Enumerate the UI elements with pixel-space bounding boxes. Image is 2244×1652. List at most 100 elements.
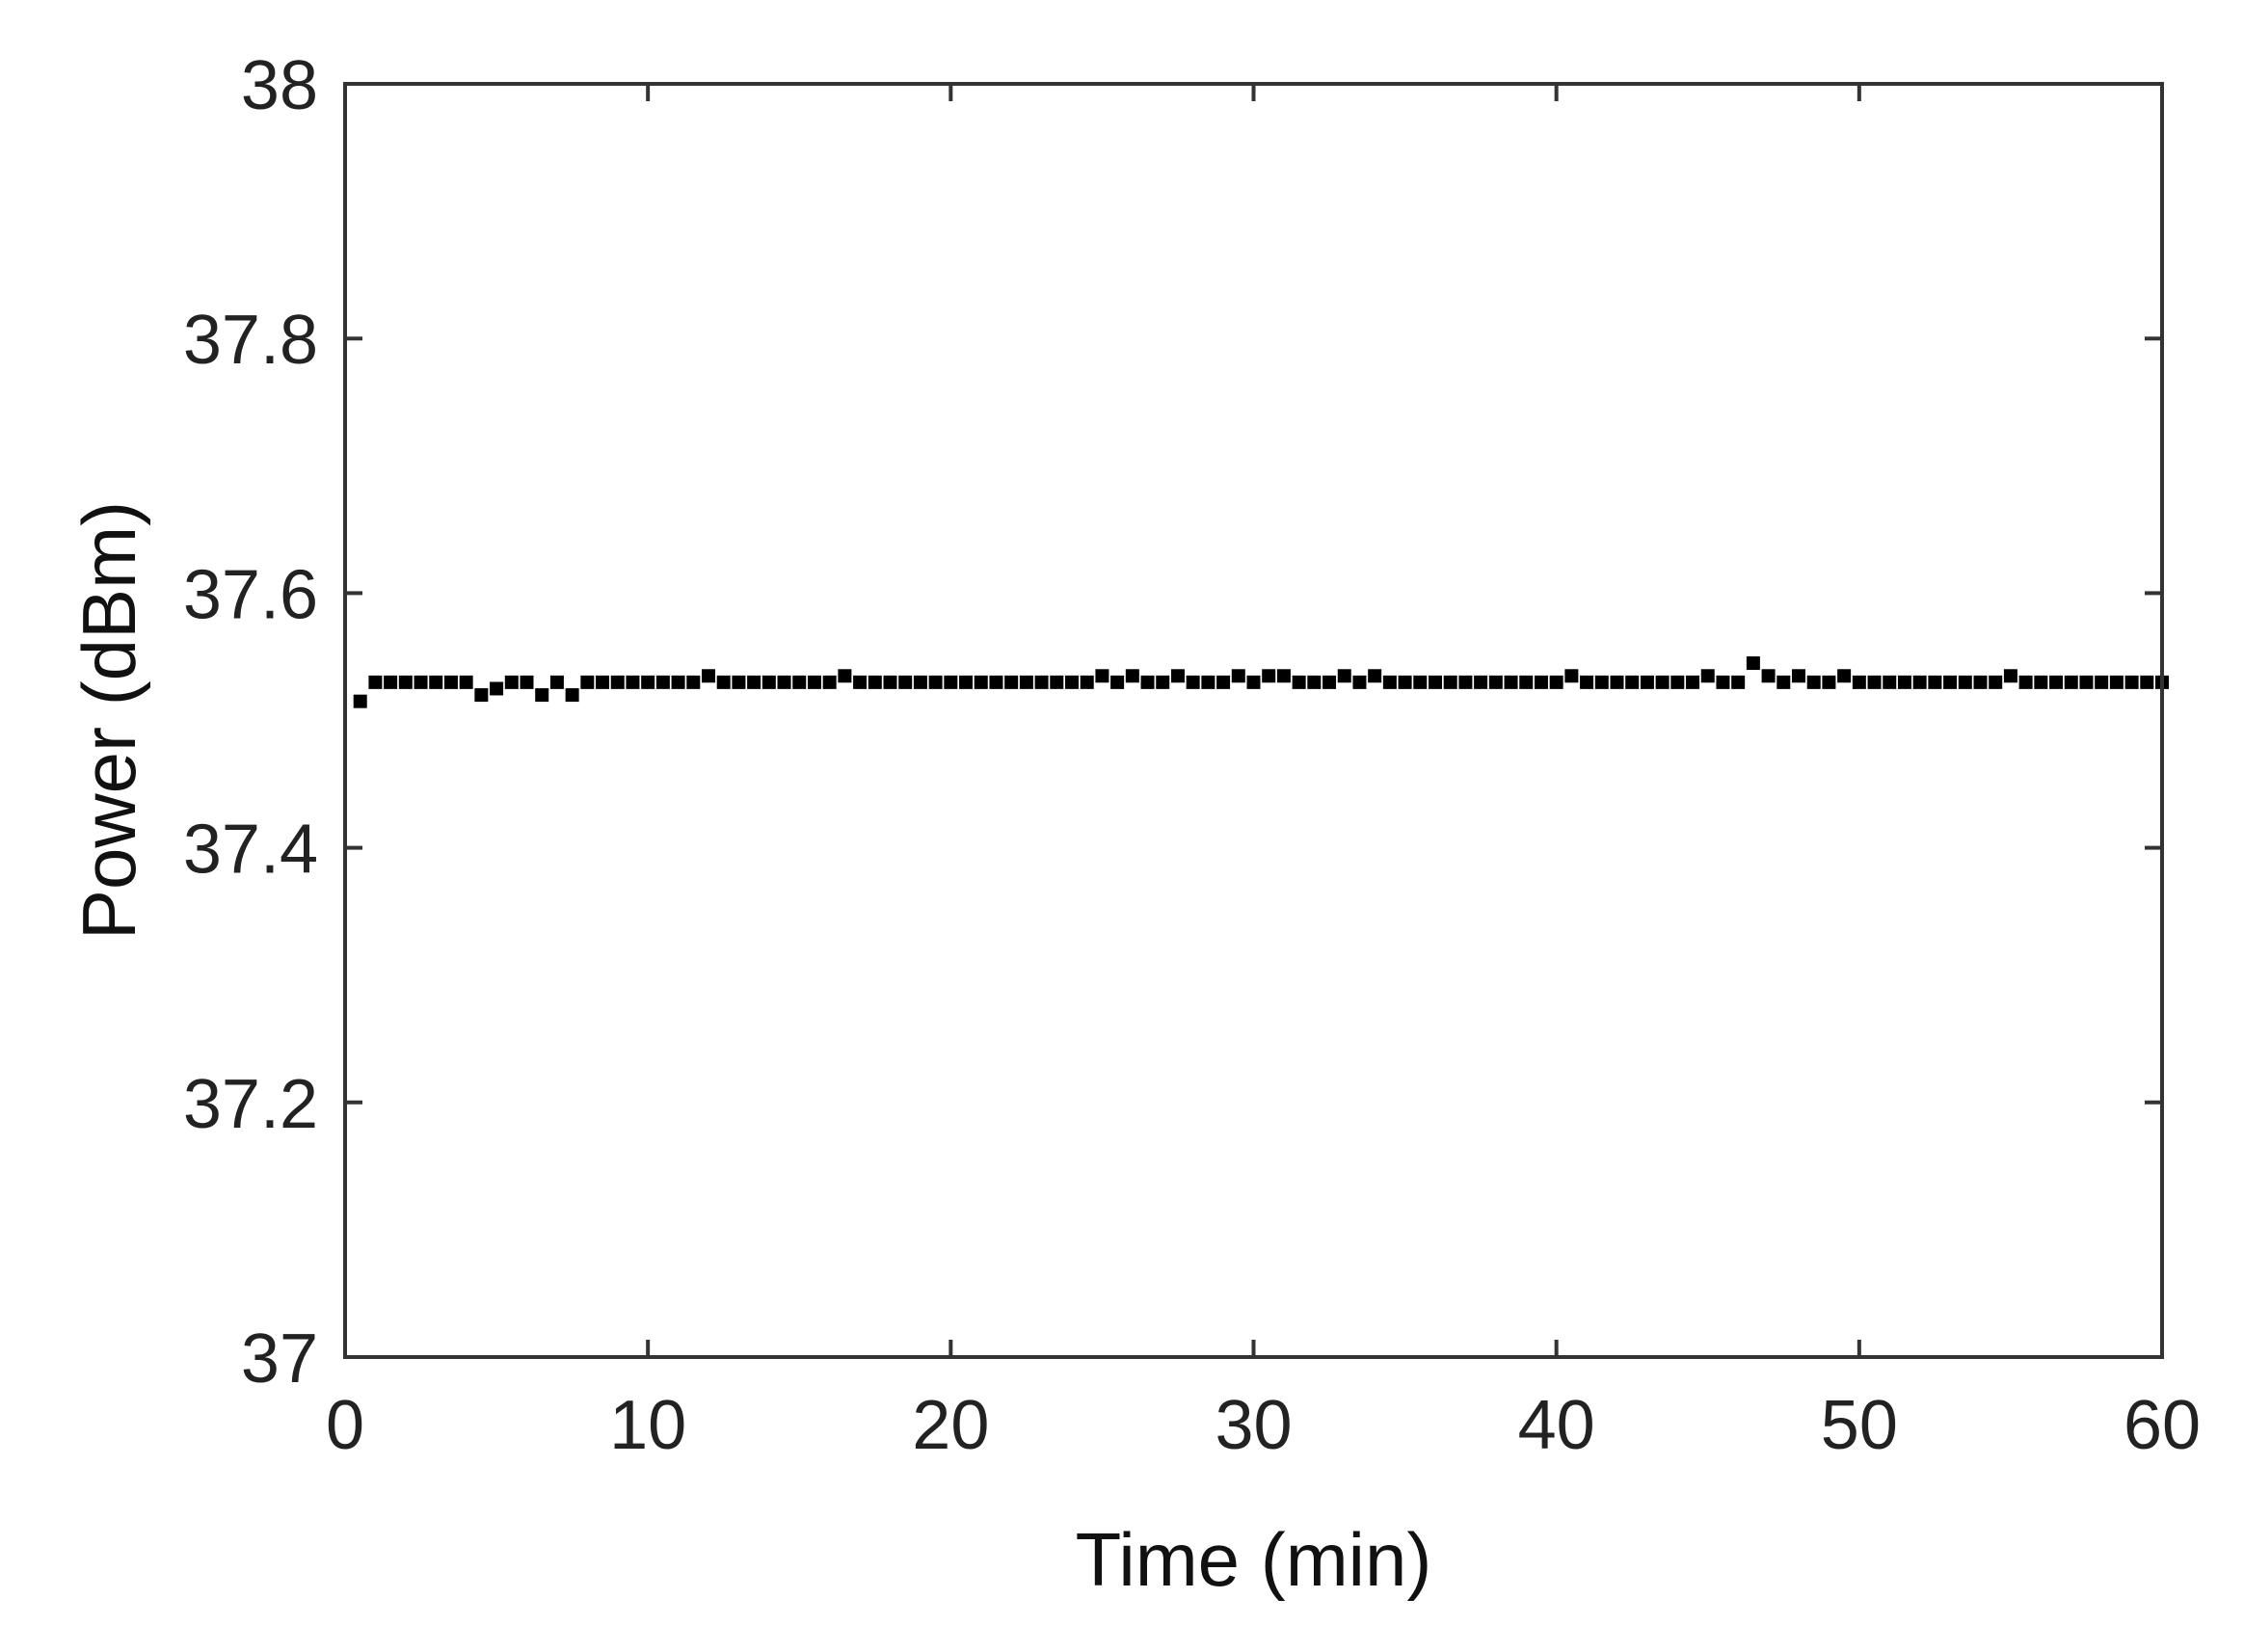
- y-tick-labels: 37 37.2 37.4 37.6 37.8 38: [183, 47, 318, 1398]
- data-point: [1413, 675, 1428, 689]
- x-tick-label: 50: [1821, 1387, 1898, 1464]
- data-point: [671, 675, 685, 689]
- data-point: [610, 675, 625, 689]
- data-point: [2018, 675, 2033, 689]
- data-point: [1867, 675, 1882, 689]
- data-point: [1110, 675, 1125, 689]
- data-point: [1276, 669, 1291, 683]
- data-point: [928, 675, 943, 689]
- data-point: [1004, 675, 1019, 689]
- data-point: [1746, 656, 1760, 671]
- data-point: [1989, 675, 2003, 689]
- x-tick-label: 30: [1215, 1387, 1292, 1464]
- data-point: [1792, 669, 1805, 683]
- data-point: [1050, 675, 1064, 689]
- data-point: [641, 675, 655, 689]
- data-point: [1640, 675, 1654, 689]
- data-point: [1852, 675, 1866, 689]
- x-tick-label: 10: [609, 1387, 686, 1464]
- data-point: [716, 675, 731, 689]
- x-tick-labels: 0 10 20 30 40 50 60: [326, 1387, 2201, 1464]
- data-point: [868, 675, 882, 689]
- data-point: [1398, 675, 1412, 689]
- data-point: [792, 675, 807, 689]
- data-point: [686, 675, 701, 689]
- data-point: [1231, 669, 1245, 683]
- data-point: [853, 675, 868, 689]
- data-point: [1292, 675, 1306, 689]
- data-point: [822, 675, 837, 689]
- x-tick-label: 20: [912, 1387, 989, 1464]
- data-point: [944, 675, 958, 689]
- data-point: [596, 675, 610, 689]
- data-point: [1186, 675, 1200, 689]
- y-tick-label: 37.4: [183, 812, 318, 889]
- data-point: [1034, 675, 1049, 689]
- x-tick-label: 40: [1518, 1387, 1595, 1464]
- data-point: [1382, 675, 1397, 689]
- data-point: [777, 675, 791, 689]
- data-point: [1216, 675, 1231, 689]
- data-point: [1065, 675, 1079, 689]
- data-point: [1262, 669, 1276, 683]
- data-point: [1368, 669, 1382, 683]
- data-point: [1943, 675, 1958, 689]
- data-point: [655, 675, 670, 689]
- data-point: [1140, 675, 1155, 689]
- data-point: [1883, 675, 1897, 689]
- data-point: [1670, 675, 1685, 689]
- data-markers: [353, 656, 2169, 708]
- data-point: [384, 675, 398, 689]
- data-point: [1897, 675, 1911, 689]
- data-point: [1322, 675, 1337, 689]
- data-point: [1095, 669, 1109, 683]
- data-point: [1731, 675, 1746, 689]
- data-point: [1156, 675, 1170, 689]
- data-point: [1549, 675, 1563, 689]
- data-point: [2140, 675, 2154, 689]
- data-point: [414, 675, 428, 689]
- data-point: [1019, 675, 1033, 689]
- data-point: [1716, 675, 1730, 689]
- data-point: [520, 675, 534, 689]
- data-point: [443, 675, 458, 689]
- data-point: [398, 675, 413, 689]
- data-point: [1912, 675, 1927, 689]
- data-point: [974, 675, 988, 689]
- data-point: [1625, 675, 1640, 689]
- data-point: [490, 681, 504, 696]
- data-point: [353, 694, 367, 708]
- data-point: [2124, 675, 2139, 689]
- y-tick-label: 38: [241, 47, 318, 124]
- data-point: [1125, 669, 1139, 683]
- data-point: [626, 675, 640, 689]
- data-point: [2034, 675, 2048, 689]
- data-point: [1776, 675, 1791, 689]
- data-point: [2003, 669, 2017, 683]
- data-point: [1655, 675, 1670, 689]
- plot-frame: [343, 82, 2164, 1359]
- data-point: [959, 675, 974, 689]
- data-point: [838, 669, 852, 683]
- data-point: [761, 675, 776, 689]
- data-point: [883, 675, 897, 689]
- data-point: [1761, 669, 1776, 683]
- data-point: [1504, 675, 1518, 689]
- data-point: [1580, 675, 1594, 689]
- data-point: [1488, 675, 1503, 689]
- y-tick-label: 37: [241, 1320, 318, 1398]
- data-point: [807, 675, 821, 689]
- data-point: [580, 675, 595, 689]
- data-point: [1443, 675, 1457, 689]
- data-point: [1170, 669, 1185, 683]
- data-point: [549, 675, 564, 689]
- data-point: [1594, 675, 1609, 689]
- data-point: [474, 688, 489, 703]
- data-point: [535, 688, 549, 703]
- data-point: [1080, 675, 1094, 689]
- data-point: [1700, 669, 1715, 683]
- data-point: [2049, 675, 2064, 689]
- data-point: [429, 675, 443, 689]
- data-point: [459, 675, 473, 689]
